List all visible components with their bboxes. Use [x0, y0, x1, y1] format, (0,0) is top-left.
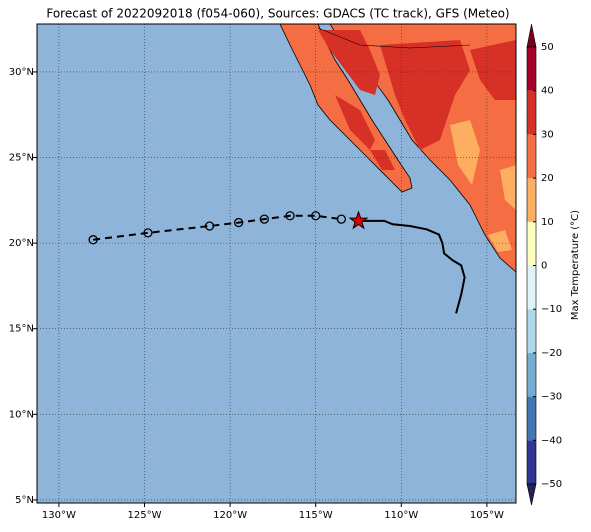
x-tick-label: 120°W — [213, 510, 247, 521]
colorbar-label: Max Temperature (°C) — [570, 210, 581, 320]
colorbar-band — [527, 396, 536, 441]
colorbar-tick-label: 0 — [541, 261, 547, 272]
colorbar-tick-label: −30 — [541, 392, 562, 403]
colorbar-tick-label: −10 — [541, 304, 562, 315]
track-point — [204, 221, 215, 231]
grid — [37, 24, 516, 503]
x-tick-label: 125°W — [128, 510, 162, 521]
colorbar-tick-label: −20 — [541, 348, 562, 359]
hot-region — [335, 95, 375, 150]
x-tick-label: 130°W — [42, 510, 76, 521]
plot-frame — [36, 23, 517, 504]
hot-region — [318, 30, 380, 95]
y-tick-label: 10°N — [9, 409, 34, 420]
colorbar-band — [527, 178, 536, 222]
colorbar-band — [527, 90, 536, 135]
y-tick-label: 5°N — [15, 495, 34, 506]
track-line — [358, 219, 466, 314]
y-tick-label: 20°N — [9, 238, 34, 249]
colorbar-band — [527, 47, 536, 91]
colorbar: −50 −40 −30 −20 −10 0 10 20 30 40 50 — [526, 23, 562, 506]
hot-region — [380, 40, 470, 150]
colorbar-band — [527, 221, 536, 266]
track-point — [311, 211, 321, 221]
tracks — [88, 210, 466, 314]
x-tick-label: 115°W — [299, 510, 333, 521]
colorbar-band — [527, 309, 536, 353]
colorbar-tick-label: 10 — [541, 217, 554, 228]
hot-region — [370, 150, 395, 170]
warm-region — [450, 120, 480, 185]
x-tick-label: 110°W — [384, 510, 418, 521]
x-tick-label: 105°W — [470, 510, 504, 521]
colorbar-band — [527, 134, 536, 179]
track-point — [285, 211, 295, 221]
warm-region — [488, 230, 512, 252]
hot-region — [470, 40, 516, 100]
colorbar-tick-label: 50 — [541, 42, 554, 53]
warm-region — [500, 165, 516, 210]
colorbar-tick-label: 40 — [541, 86, 554, 97]
colorbar-band — [527, 265, 536, 310]
track-point — [88, 235, 98, 245]
colorbar-tick-label: 20 — [541, 173, 554, 184]
colorbar-band — [527, 440, 536, 484]
axes: 130°W 125°W 120°W 115°W 110°W 105°W 5°N 10°N 15°… — [9, 67, 504, 521]
track-point — [336, 214, 347, 224]
colorbar-tick-label: −40 — [541, 435, 562, 446]
y-tick-label: 25°N — [9, 153, 34, 164]
land — [279, 24, 516, 273]
track-point — [234, 217, 244, 228]
colorbar-extend — [526, 483, 537, 506]
y-tick-label: 15°N — [9, 324, 34, 335]
current-position — [348, 210, 369, 230]
colorbar-extend — [526, 23, 537, 48]
colorbar-tick-label: 30 — [541, 129, 554, 140]
colorbar-tick-label: −50 — [541, 479, 562, 490]
track-point — [143, 228, 153, 238]
y-tick-label: 30°N — [9, 67, 34, 78]
chart-title: Forecast of 2022092018 (f054-060), Sourc… — [46, 7, 509, 21]
colorbar-band — [527, 352, 536, 397]
track-point — [259, 214, 269, 224]
border — [317, 27, 471, 49]
